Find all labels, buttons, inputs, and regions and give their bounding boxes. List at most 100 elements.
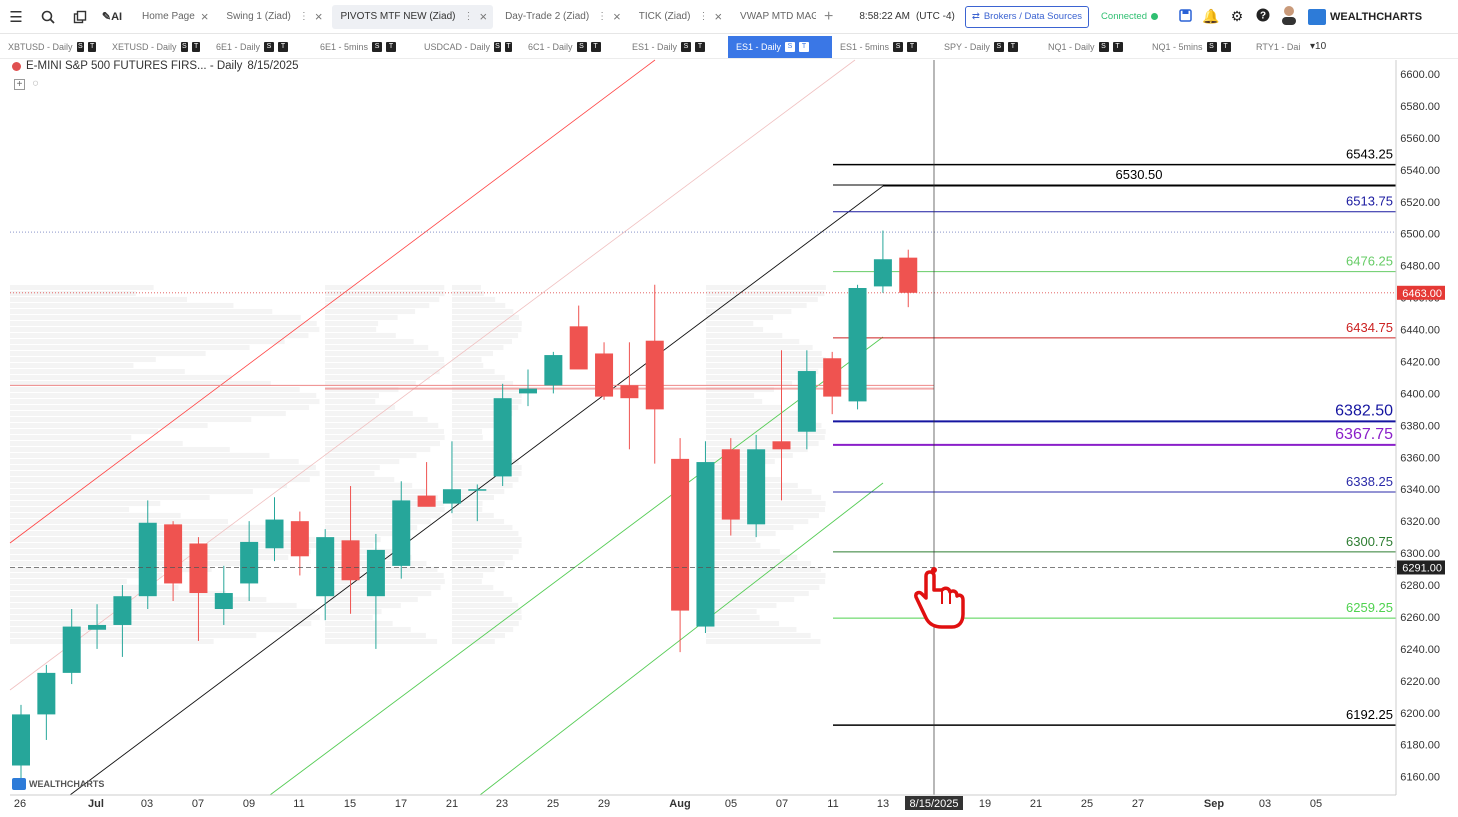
symbol-tab[interactable]: 6C1 - Daily S T: [520, 36, 624, 58]
hide-icon[interactable]: ◌: [32, 78, 39, 89]
logo-mark: [1308, 8, 1326, 25]
close-icon[interactable]: ×: [479, 9, 488, 24]
bell-icon[interactable]: 🔔: [1202, 8, 1220, 24]
volume-profile-bar: [10, 591, 227, 596]
tab-day-trade-2[interactable]: Day-Trade 2 (Ziad) ⋮ ×: [497, 5, 627, 29]
time-tick-label: 05: [1310, 798, 1322, 810]
close-icon[interactable]: ×: [314, 9, 323, 24]
volume-profile-bar: [452, 501, 483, 506]
badge-t[interactable]: T: [1112, 41, 1123, 52]
badge-t[interactable]: T: [1220, 41, 1231, 52]
ai-icon[interactable]: ✎AI: [101, 11, 123, 23]
tab-vwap-mtd-mag[interactable]: VWAP MTD MAG: [732, 5, 816, 29]
tab-label: VWAP MTD MAG: [740, 11, 817, 22]
search-icon[interactable]: [32, 0, 64, 34]
symbol-tab[interactable]: NQ1 - Daily S T: [1040, 36, 1144, 58]
symbol-tab[interactable]: 6E1 - Daily S T: [208, 36, 312, 58]
badge-s[interactable]: S: [785, 41, 796, 52]
more-symbols-dropdown[interactable]: ▾10: [1310, 41, 1327, 52]
volume-profile-bar: [325, 441, 440, 446]
badge-t[interactable]: T: [505, 41, 512, 52]
volume-profile-bar: [325, 597, 418, 602]
volume-profile-bar: [10, 639, 214, 644]
badge-s[interactable]: S: [576, 41, 587, 52]
symbol-status-dot: [12, 61, 21, 71]
tab-tick[interactable]: TICK (Ziad) ⋮ ×: [631, 5, 728, 29]
tab-pivots-mtf-new[interactable]: PIVOTS MTF NEW (Ziad) ⋮ ×: [332, 4, 494, 29]
badge-s[interactable]: S: [76, 41, 85, 52]
more-icon[interactable]: ⋮: [597, 11, 608, 22]
badge-t[interactable]: T: [386, 41, 397, 52]
candle: [671, 438, 690, 653]
candle-body: [595, 353, 614, 397]
volume-profile-bar: [452, 567, 495, 572]
volume-profile-bar: [452, 621, 519, 626]
candle-body: [620, 385, 639, 399]
badge-s[interactable]: S: [681, 41, 692, 52]
volume-profile-bar: [706, 297, 818, 302]
more-icon[interactable]: ⋮: [298, 11, 309, 22]
cursor-date-bg: [905, 796, 963, 810]
symbol-tab[interactable]: 6E1 - 5mins S T: [312, 36, 416, 58]
gear-icon[interactable]: ⚙: [1230, 8, 1244, 24]
volume-profile-bar: [10, 507, 130, 512]
symbol-tab[interactable]: XBTUSD - Daily S T: [0, 36, 104, 58]
time-tick-label: 23: [496, 798, 508, 810]
menu-icon[interactable]: ☰: [9, 8, 23, 26]
badge-s[interactable]: S: [264, 41, 275, 52]
symbol-tab[interactable]: NQ1 - 5mins S T: [1144, 36, 1248, 58]
volume-profile-bar: [452, 507, 483, 512]
symbol-tab[interactable]: RTY1 - Dai: [1248, 36, 1306, 58]
volume-profile-bar: [10, 441, 183, 446]
badge-t[interactable]: T: [907, 41, 918, 52]
symbol-tab[interactable]: ES1 - Daily S T: [624, 36, 728, 58]
symbol-tab[interactable]: XETUSD - Daily S T: [104, 36, 208, 58]
badge-t[interactable]: T: [590, 41, 601, 52]
volume-profile-bar: [452, 531, 519, 536]
volume-profile-bar: [452, 603, 519, 608]
tab-home-page[interactable]: Home Page ×: [134, 5, 214, 29]
more-icon[interactable]: ⋮: [698, 11, 709, 22]
symbol-tab-active[interactable]: ES1 - Daily S T: [728, 35, 832, 58]
symbol-tab[interactable]: SPY - Daily S T: [936, 36, 1040, 58]
badge-s[interactable]: S: [1098, 41, 1109, 52]
price-chart[interactable]: 6543.25 6530.50 6513.75 6476.25 6434.75 6382.…: [0, 59, 1458, 817]
help-icon[interactable]: ?: [1250, 8, 1276, 25]
badge-s[interactable]: S: [993, 41, 1004, 52]
badge-t[interactable]: T: [192, 41, 200, 52]
candle-body: [290, 521, 309, 557]
badge-t[interactable]: T: [799, 41, 810, 52]
volume-profile-bar: [325, 453, 417, 458]
badge-s[interactable]: S: [893, 41, 904, 52]
expand-icon[interactable]: +: [14, 79, 25, 90]
more-icon[interactable]: ⋮: [463, 11, 474, 22]
close-icon[interactable]: ×: [714, 9, 723, 24]
badge-t[interactable]: T: [88, 41, 96, 52]
save-icon[interactable]: [1172, 8, 1198, 25]
badge-t[interactable]: T: [695, 41, 706, 52]
price-tick-label: 6400.00: [1400, 388, 1440, 400]
volume-profile-bar: [325, 375, 430, 380]
volume-profile-bar: [452, 585, 494, 590]
candle-body: [62, 626, 81, 673]
badge-s[interactable]: S: [180, 41, 189, 52]
symbol-label: RTY1 - Dai: [1256, 41, 1301, 52]
volume-profile-bar: [10, 597, 267, 602]
badge-s[interactable]: S: [494, 41, 501, 52]
user-avatar[interactable]: [1276, 5, 1302, 28]
badge-t[interactable]: T: [278, 41, 289, 52]
close-icon[interactable]: ×: [200, 9, 209, 24]
badge-s[interactable]: S: [1206, 41, 1217, 52]
symbol-tab[interactable]: USDCAD - Daily S T: [416, 36, 520, 58]
badge-s[interactable]: S: [372, 41, 383, 52]
add-tab-icon[interactable]: +: [824, 7, 834, 25]
candle: [873, 230, 892, 293]
candle: [240, 521, 259, 602]
volume-profile-bar: [10, 363, 134, 368]
copy-icon[interactable]: [64, 0, 96, 34]
close-icon[interactable]: ×: [613, 9, 621, 24]
badge-t[interactable]: T: [1007, 41, 1018, 52]
tab-swing-1[interactable]: Swing 1 (Ziad) ⋮ ×: [218, 5, 328, 29]
symbol-tab[interactable]: ES1 - 5mins S T: [832, 36, 936, 58]
brokers-button[interactable]: ⇄ Brokers / Data Sources: [964, 5, 1090, 28]
